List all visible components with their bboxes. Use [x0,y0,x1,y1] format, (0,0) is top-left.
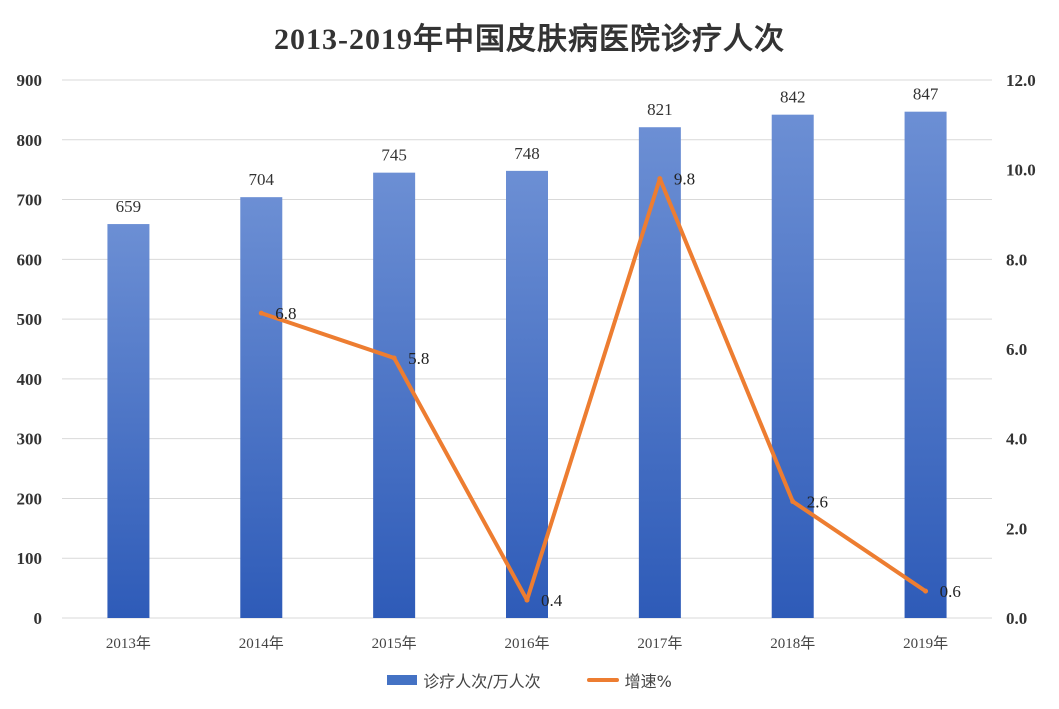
y-left-tick-label: 100 [17,549,43,568]
growth-point [657,176,663,182]
growth-value-label: 0.6 [940,582,961,601]
y-right-tick-label: 2.0 [1006,519,1027,538]
x-tick-label: 2019年 [903,635,948,652]
y-right-tick-label: 0.0 [1006,609,1027,628]
y-right-tick-label: 4.0 [1006,430,1027,449]
bar-value-label: 745 [381,146,407,165]
bar-value-label: 821 [647,100,673,119]
y-left-tick-label: 700 [17,191,43,210]
legend-item-growth: 增速% [586,668,672,692]
bar [506,170,548,618]
growth-value-label: 2.6 [807,492,828,511]
y-left-tick-label: 900 [17,71,43,90]
growth-point [524,597,530,603]
y-left-tick-label: 800 [17,131,43,150]
x-tick-label: 2016年 [504,635,549,652]
chart-legend: 诊疗人次/万人次 增速% [0,668,1059,692]
y-right-tick-label: 8.0 [1006,250,1027,269]
legend-label-growth: 增速% [624,672,672,691]
bar [373,172,416,618]
bar-value-label: 704 [249,170,275,189]
bar-value-label: 748 [514,144,540,163]
y-left-tick-label: 400 [17,370,43,389]
x-tick-label: 2013年 [106,635,151,652]
bar-value-label: 847 [913,85,939,104]
bar-value-label: 659 [116,197,142,216]
growth-point [923,588,929,594]
growth-point [790,498,796,504]
growth-value-label: 9.8 [674,170,695,189]
growth-value-label: 0.4 [541,591,563,610]
chart-title: 2013-2019年中国皮肤病医院诊疗人次 [274,23,785,56]
y-left-tick-label: 300 [17,430,43,449]
growth-value-label: 5.8 [408,349,429,368]
bar [771,114,814,618]
legend-label-visits: 诊疗人次/万人次 [423,672,541,691]
y-right-tick-label: 10.0 [1006,161,1036,180]
x-tick-label: 2018年 [770,635,815,652]
growth-point [258,310,264,316]
bar [107,224,150,618]
y-right-tick-label: 12.0 [1006,71,1036,90]
x-tick-label: 2014年 [239,635,284,652]
y-left-tick-label: 200 [17,489,43,508]
y-right-tick-label: 6.0 [1006,340,1027,359]
y-left-tick-label: 600 [17,250,43,269]
growth-value-label: 6.8 [275,304,296,323]
bar-value-label: 842 [780,88,806,107]
x-tick-label: 2015年 [372,635,417,652]
bar [638,127,681,619]
x-tick-label: 2017年 [637,635,682,652]
legend-line-swatch [586,678,619,682]
growth-point [391,355,397,361]
y-left-tick-label: 0 [34,609,43,628]
bar [240,197,283,619]
y-left-tick-label: 500 [17,310,43,329]
bar [904,111,947,618]
growth-line [259,176,928,603]
legend-bar-swatch [387,675,418,685]
legend-item-visits: 诊疗人次/万人次 [387,668,541,692]
